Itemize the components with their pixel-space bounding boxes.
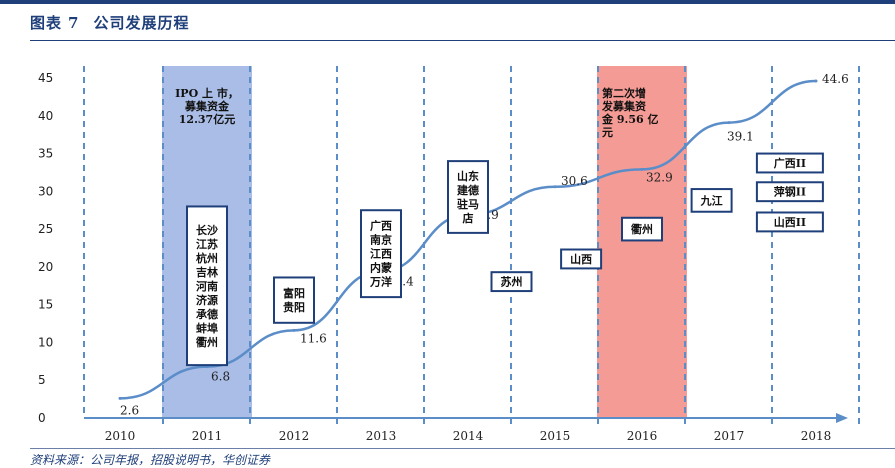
annotation-text: 富阳	[283, 286, 305, 300]
annotation-text: 广西II	[774, 156, 806, 170]
x-tick-label: 2014	[453, 429, 484, 443]
annotation-text: 承德	[196, 307, 218, 321]
y-tick-label: 20	[38, 260, 53, 274]
data-point-2016	[640, 167, 644, 171]
annotation-text: 山西	[570, 252, 592, 266]
data-point-2018	[814, 79, 818, 83]
annotation-text: 九江	[700, 193, 723, 207]
annotation-text: 内蒙	[370, 261, 392, 275]
data-label-2011: 6.8	[211, 370, 230, 384]
data-label-2010: 2.6	[120, 403, 139, 417]
top-rule	[0, 0, 895, 4]
data-point-2010	[118, 396, 122, 400]
data-label-2015: 30.6	[561, 174, 588, 188]
x-tick-label: 2017	[714, 429, 745, 443]
highlight-text-2011-1: 募集资金	[184, 99, 230, 113]
y-tick-label: 10	[38, 335, 53, 349]
y-tick-label: 15	[38, 298, 53, 312]
title-rule	[30, 40, 895, 41]
data-point-2012	[292, 328, 296, 332]
x-tick-label: 2010	[105, 429, 136, 443]
data-point-2017	[727, 121, 731, 125]
annotation-box-6	[621, 216, 663, 242]
annotation-text: 长沙	[196, 223, 218, 237]
annotation-box-3	[447, 160, 489, 234]
data-point-2015	[553, 185, 557, 189]
data-label-2012: 11.6	[300, 331, 327, 345]
annotation-text: 苏州	[501, 275, 523, 289]
annotation-text: 江苏	[196, 237, 218, 251]
y-tick-label: 30	[38, 184, 53, 198]
data-label-2016: 32.9	[646, 170, 673, 184]
x-tick-label: 2013	[366, 429, 397, 443]
annotation-text: 驻马	[457, 197, 479, 211]
annotation-box-2	[360, 209, 402, 299]
highlight-text-2016-2: 金 9.56 亿	[601, 112, 658, 126]
annotation-text: 建德	[457, 183, 479, 197]
annotation-text: 蚌埠	[196, 321, 218, 335]
annotation-text: 万洋	[369, 275, 392, 289]
highlight-text-2016-0: 第二次增	[602, 86, 646, 100]
annotation-text: 广西	[370, 219, 392, 233]
highlight-text-2016-1: 发募集资	[601, 99, 646, 113]
figure-title-text: 公司发展历程	[93, 14, 190, 32]
annotation-box-7	[690, 188, 733, 213]
annotation-box-10	[755, 211, 824, 233]
annotation-text: 山东	[457, 169, 479, 183]
source-note: 资料来源：公司年报，招股说明书，华创证券	[30, 453, 271, 467]
y-tick-label: 0	[38, 411, 46, 425]
data-label-2018: 44.6	[822, 72, 849, 86]
x-tick-label: 2011	[192, 429, 223, 443]
annotation-text: 河南	[196, 279, 218, 293]
highlight-band-2016	[597, 66, 687, 418]
y-tick-label: 25	[38, 222, 53, 236]
x-tick-label: 2018	[801, 429, 832, 443]
y-tick-label: 5	[38, 373, 46, 387]
annotation-text: 山西II	[774, 215, 806, 229]
annotation-box-1	[273, 276, 315, 324]
annotation-box-0	[186, 205, 228, 367]
y-tick-label: 40	[38, 109, 53, 123]
highlight-text-2011-0: IPO 上 市，	[175, 86, 239, 100]
footer-rule	[30, 448, 895, 449]
annotation-text: 衢州	[631, 222, 653, 236]
highlight-text-2016-3: 元	[602, 126, 613, 139]
x-axis-arrow	[836, 413, 848, 423]
figure-title: 图表 7 公司发展历程	[30, 12, 189, 33]
annotation-box-8	[755, 152, 824, 174]
annotation-text: 杭州	[196, 251, 218, 265]
highlight-text-2011-2: 12.37亿元	[179, 112, 235, 126]
annotation-text: 店	[463, 211, 474, 225]
y-tick-label: 35	[38, 147, 53, 161]
annotation-text: 衢州	[196, 335, 218, 349]
x-tick-label: 2012	[279, 429, 310, 443]
x-tick-label: 2016	[627, 429, 658, 443]
x-tick-label: 2015	[540, 429, 571, 443]
annotation-box-9	[755, 181, 824, 203]
annotation-text: 南京	[370, 233, 392, 247]
annotation-box-5	[560, 248, 603, 270]
annotation-text: 贵阳	[283, 300, 305, 314]
annotation-box-4	[490, 271, 533, 293]
data-label-2017: 39.1	[727, 130, 754, 144]
annotation-text: 济源	[196, 293, 218, 307]
figure-number: 7	[68, 14, 80, 32]
annotation-text: 江西	[370, 247, 392, 261]
y-tick-label: 45	[38, 71, 53, 85]
figure-label: 图表	[30, 14, 63, 32]
annotation-text: 吉林	[196, 265, 218, 279]
annotation-text: 萍钢II	[774, 185, 806, 199]
